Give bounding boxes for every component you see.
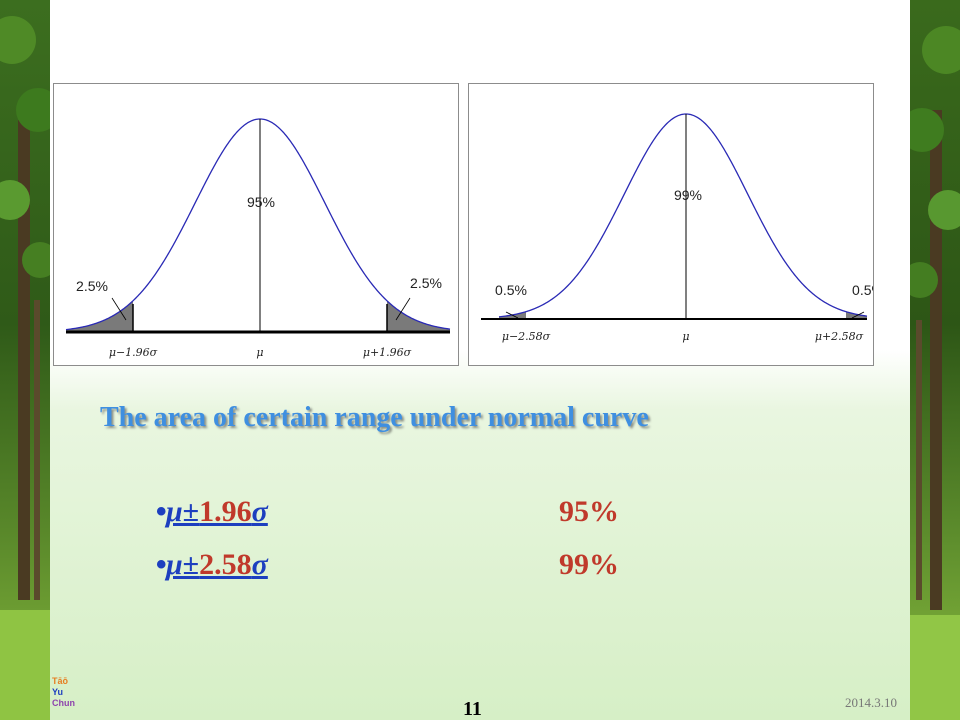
left-tail-pointer — [111, 297, 127, 321]
axis-label-right: μ+1.96σ — [363, 346, 412, 359]
axis-label-center: μ — [256, 346, 263, 359]
multiplier-value: 1.96 — [199, 495, 252, 528]
axis-label-right: μ+2.58σ — [815, 330, 864, 343]
sigma-symbol: σ — [251, 495, 268, 528]
slide-heading: The area of certain range under normal c… — [100, 402, 649, 433]
mu-plus-minus: μ± — [166, 495, 200, 528]
sigma-symbol: σ — [251, 548, 268, 581]
logo-line-3: Chun — [52, 698, 75, 708]
bullet: • — [156, 548, 167, 581]
normal-curve-95-diagram: 95% 2.5% 2.5% μ−1.96σ μ μ+1.96σ — [65, 118, 451, 359]
range-expression: μ±2.58σ — [166, 548, 268, 582]
normal-curve — [498, 113, 868, 318]
left-tail-pointer — [505, 311, 519, 319]
forest-border-right — [910, 0, 960, 720]
left-tail-label: 0.5% — [495, 282, 527, 298]
normal-curve-99-diagram: 99% 0.5% 0.5% μ−2.58σ μ μ+2.58σ — [481, 113, 873, 343]
range-expression: μ±1.96σ — [166, 495, 268, 529]
left-tail-shaded-area — [66, 300, 133, 332]
normal-curve-95-panel: 95% 2.5% 2.5% μ−1.96σ μ μ+1.96σ — [53, 83, 459, 366]
right-tail-pointer — [851, 311, 865, 319]
right-tail-pointer — [395, 297, 411, 321]
multiplier-value: 2.58 — [199, 548, 252, 581]
right-tail-shaded-area — [387, 300, 450, 332]
area-percent: 95% — [559, 495, 619, 528]
normal-curve — [65, 118, 451, 331]
logo-line-1: Tāō — [52, 676, 69, 686]
forest-border-left — [0, 0, 50, 720]
normal-curve-99-panel: 99% 0.5% 0.5% μ−2.58σ μ μ+2.58σ — [468, 83, 874, 366]
logo-line-2: Yu — [52, 687, 64, 697]
date-stamp: 2014.3.10 — [845, 695, 897, 710]
page-number: 11 — [463, 698, 482, 720]
left-tail-label: 2.5% — [76, 278, 108, 294]
axis-label-left: μ−1.96σ — [109, 346, 158, 359]
axis-label-left: μ−2.58σ — [502, 330, 551, 343]
mu-plus-minus: μ± — [166, 548, 200, 581]
right-tail-label: 2.5% — [410, 275, 442, 291]
center-area-label: 99% — [674, 187, 702, 203]
area-percent: 99% — [559, 548, 619, 581]
right-tail-label: 0.5% — [852, 282, 873, 298]
center-area-label: 95% — [247, 194, 275, 210]
bullet: • — [156, 495, 167, 528]
axis-label-center: μ — [682, 330, 689, 343]
author-logo: Tāō Yu Chun — [52, 676, 84, 716]
